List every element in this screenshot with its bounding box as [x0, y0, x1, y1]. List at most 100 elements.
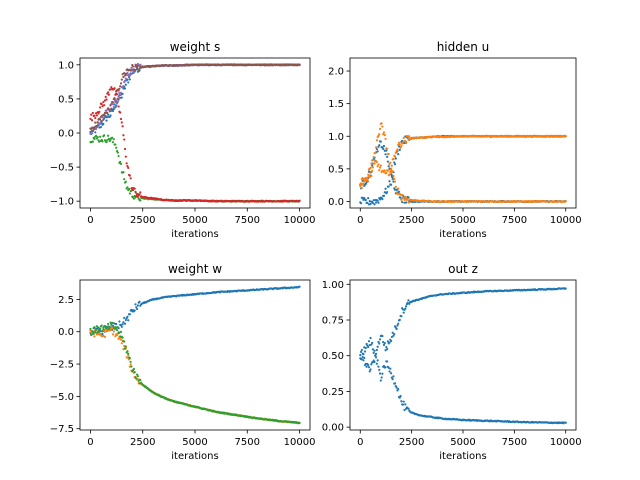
- data-point: [380, 376, 383, 379]
- data-point: [376, 199, 379, 202]
- data-point: [370, 363, 373, 366]
- data-point: [117, 89, 120, 92]
- data-point: [395, 327, 398, 331]
- data-point: [364, 198, 367, 202]
- data-point: [103, 134, 106, 137]
- data-point: [394, 157, 397, 160]
- y-tick-label: −7.5: [50, 424, 74, 435]
- data-point: [374, 151, 377, 154]
- data-point: [112, 330, 115, 333]
- data-point: [126, 164, 129, 168]
- data-point: [373, 360, 376, 364]
- subplot-title: weight w: [168, 262, 222, 276]
- data-point: [129, 363, 132, 366]
- data-point: [365, 342, 368, 346]
- data-point: [388, 341, 391, 344]
- data-point: [102, 334, 105, 338]
- data-point: [390, 335, 393, 339]
- series-w-0: [89, 285, 301, 336]
- data-point: [99, 106, 102, 109]
- data-point: [400, 400, 403, 403]
- y-tick-label: 1.00: [322, 280, 344, 291]
- data-point: [136, 375, 139, 378]
- data-point: [388, 370, 391, 373]
- data-point: [103, 104, 106, 107]
- data-point: [382, 147, 385, 150]
- data-point: [401, 141, 405, 144]
- data-point: [115, 322, 118, 326]
- data-point: [124, 180, 127, 183]
- data-point: [130, 69, 133, 72]
- data-point: [136, 307, 139, 311]
- y-tick-label: 2.5: [58, 295, 74, 306]
- data-point: [384, 153, 387, 156]
- data-point: [367, 345, 370, 349]
- series-s-4: [89, 86, 301, 203]
- x-tick-label: 7500: [502, 437, 527, 448]
- data-point: [374, 201, 378, 204]
- data-point: [369, 171, 372, 174]
- data-point: [94, 112, 98, 115]
- data-point: [386, 360, 389, 363]
- data-point: [376, 150, 379, 153]
- data-point: [93, 114, 96, 117]
- data-point: [386, 347, 389, 351]
- data-point: [113, 103, 116, 106]
- data-point: [128, 74, 131, 77]
- data-point: [408, 201, 411, 204]
- data-point: [112, 107, 115, 111]
- data-point: [94, 116, 97, 120]
- data-point: [107, 327, 111, 331]
- data-point: [90, 333, 93, 337]
- data-point: [363, 350, 367, 353]
- x-axis-label: iterations: [439, 451, 486, 462]
- data-point: [359, 350, 363, 353]
- data-point: [133, 187, 136, 190]
- data-point: [367, 363, 370, 367]
- data-point: [133, 309, 136, 312]
- data-point: [368, 370, 371, 373]
- data-point: [116, 151, 119, 154]
- data-point: [391, 331, 394, 334]
- data-point: [124, 83, 127, 86]
- data-point: [378, 372, 382, 375]
- data-point: [124, 72, 127, 75]
- data-point: [106, 111, 109, 115]
- data-point: [381, 125, 384, 128]
- data-point: [393, 332, 396, 336]
- data-point: [388, 173, 391, 176]
- y-tick-label: 2.0: [328, 67, 344, 78]
- data-point: [389, 372, 393, 375]
- data-point: [94, 127, 98, 131]
- data-point: [386, 169, 390, 172]
- x-tick-label: 0: [357, 437, 363, 448]
- data-point: [403, 198, 406, 202]
- data-point: [94, 131, 97, 134]
- subplot-u: 0 2500 5000 7500 10000 0.0 0.5 1.0 1.5 2.0 hidden …: [328, 40, 582, 240]
- data-point: [397, 190, 401, 193]
- data-point: [100, 102, 103, 106]
- data-point: [363, 180, 366, 183]
- series-z-1: [359, 352, 567, 425]
- data-point: [127, 81, 130, 84]
- data-point: [123, 138, 126, 141]
- data-point: [393, 155, 397, 158]
- x-tick-label: 2500: [399, 215, 424, 226]
- data-point: [117, 95, 120, 98]
- data-point: [118, 87, 121, 90]
- data-point: [91, 111, 94, 115]
- data-point: [93, 335, 96, 338]
- data-point: [386, 155, 389, 158]
- data-point: [389, 367, 392, 370]
- data-point: [126, 350, 129, 353]
- data-point: [369, 166, 372, 169]
- data-point: [298, 421, 301, 424]
- data-point: [111, 101, 115, 104]
- data-point: [128, 365, 131, 368]
- data-point: [116, 326, 119, 329]
- data-point: [124, 345, 127, 348]
- data-point: [105, 119, 108, 122]
- data-point: [363, 356, 366, 360]
- data-point: [131, 187, 134, 190]
- data-point: [383, 133, 386, 137]
